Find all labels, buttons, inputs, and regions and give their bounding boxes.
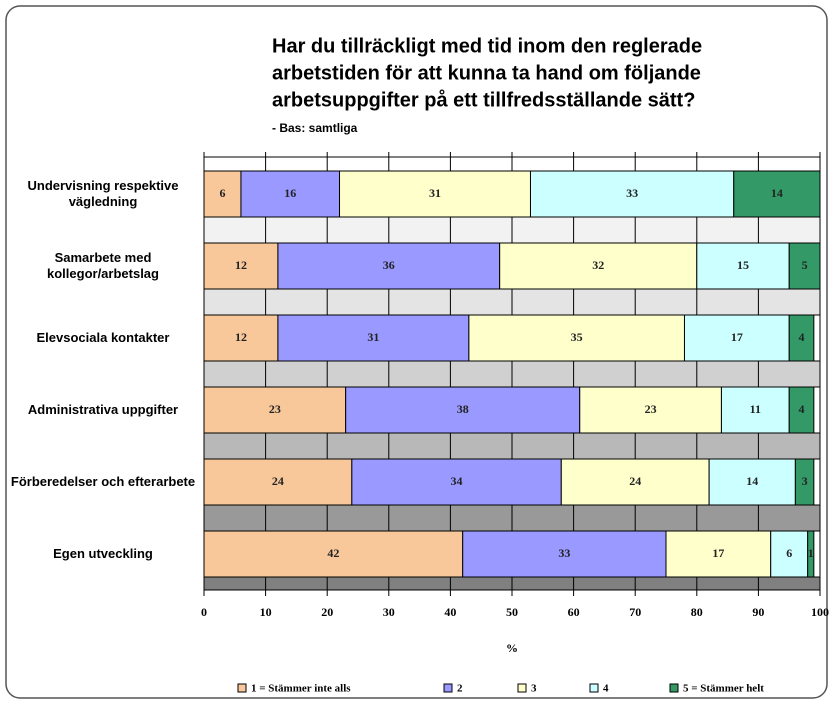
bar-segment	[277, 314, 470, 362]
bar-segment	[499, 242, 698, 290]
legend-label: 4	[603, 683, 609, 695]
y-tick-label: Undervisning respektive vägledning	[27, 178, 179, 209]
data-label: 5	[802, 258, 808, 272]
x-tick-label: 80	[691, 605, 703, 619]
bar-segment	[794, 458, 815, 506]
legend-swatch	[237, 683, 247, 693]
bar-segment	[351, 458, 562, 506]
data-label: 14	[771, 186, 783, 200]
bar-segment	[807, 530, 815, 578]
bar-segment	[203, 242, 279, 290]
data-label: 15	[737, 258, 749, 272]
data-label: 11	[750, 402, 761, 416]
data-label: 24	[272, 474, 284, 488]
bar-segment	[203, 530, 464, 578]
bar-segment	[579, 386, 722, 434]
x-tick-label: 70	[629, 605, 641, 619]
data-label: 17	[712, 546, 724, 560]
legend-swatch	[443, 683, 453, 693]
data-label: 33	[626, 186, 638, 200]
data-label: 23	[269, 402, 281, 416]
legend-label: 2	[457, 683, 463, 695]
data-label: 33	[558, 546, 570, 560]
y-tick-label: Förberedelser och efterarbete	[10, 474, 196, 489]
data-label: 6	[219, 186, 225, 200]
bar-segment	[770, 530, 809, 578]
y-tick-label: Egen utveckling	[53, 546, 153, 561]
x-tick-label: 20	[321, 605, 333, 619]
x-tick-label: 40	[444, 605, 456, 619]
legend-label: 1 = Stämmer inte alls	[251, 683, 351, 695]
x-tick-label: 10	[260, 605, 272, 619]
title-line: Har du tillräckligt med tid inom den reg…	[272, 35, 702, 57]
legend-label: 5 = Stämmer helt	[683, 683, 764, 695]
data-label: 38	[457, 402, 469, 416]
bar-segment	[560, 458, 710, 506]
bar-segment	[788, 314, 815, 362]
x-axis-label: %	[506, 641, 518, 655]
data-label: 12	[235, 330, 247, 344]
data-label: 3	[802, 474, 808, 488]
x-tick-label: 60	[568, 605, 580, 619]
y-tick-label: Elevsociala kontakter	[36, 330, 170, 345]
bar-segment	[788, 242, 821, 290]
x-tick-label: 90	[752, 605, 764, 619]
title-line: arbetsuppgifter på ett tillfredsställand…	[272, 88, 695, 111]
data-label: 35	[571, 330, 583, 344]
bar-segment	[665, 530, 772, 578]
legend-swatch	[669, 683, 679, 693]
bar-segment	[529, 170, 735, 218]
data-label: 17	[731, 330, 743, 344]
legend-label: 3	[531, 683, 537, 695]
data-label: 6	[786, 546, 792, 560]
bar-segment	[240, 170, 341, 218]
bar-segment	[696, 242, 790, 290]
bar-segment	[720, 386, 790, 434]
bar-segment	[462, 530, 667, 578]
bar-segment	[733, 170, 821, 218]
data-label: 4	[799, 402, 805, 416]
bar-segment	[203, 314, 279, 362]
legend-swatch	[589, 683, 599, 693]
y-tick-label: Samarbete med kollegor/arbetslag	[47, 250, 159, 281]
y-tick-label: Administrativa uppgifter	[27, 402, 179, 417]
x-tick-label: 100	[811, 605, 829, 619]
bar-segment	[468, 314, 685, 362]
x-tick-label: 30	[383, 605, 395, 619]
data-label: 31	[429, 186, 441, 200]
data-label: 32	[592, 258, 604, 272]
data-label: 16	[284, 186, 296, 200]
data-label: 12	[235, 258, 247, 272]
x-tick-label: 0	[201, 605, 207, 619]
bar-segment	[788, 386, 815, 434]
x-tick-label: 50	[506, 605, 518, 619]
bar-segment	[683, 314, 790, 362]
data-label: 1	[808, 546, 814, 560]
subtitle: - Bas: samtliga	[272, 121, 358, 135]
data-label: 34	[451, 474, 463, 488]
data-label: 42	[327, 546, 339, 560]
title-line: arbetstiden för att kunna ta hand om föl…	[272, 62, 701, 84]
data-label: 36	[383, 258, 395, 272]
bar-segment	[345, 386, 581, 434]
data-label: 24	[629, 474, 641, 488]
data-label: 14	[746, 474, 758, 488]
bar-segment	[203, 458, 353, 506]
bar-segment	[339, 170, 531, 218]
legend-swatch	[517, 683, 527, 693]
bar-segment	[708, 458, 796, 506]
data-label: 31	[367, 330, 379, 344]
data-label: 4	[799, 330, 805, 344]
data-label: 23	[645, 402, 657, 416]
